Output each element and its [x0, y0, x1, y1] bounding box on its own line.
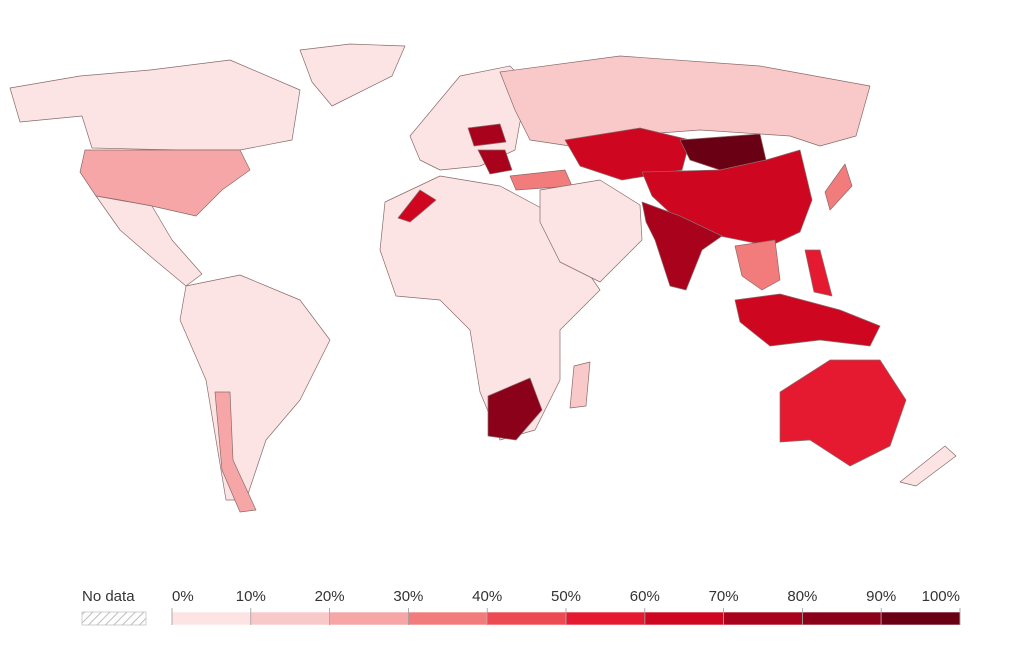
legend-swatch — [644, 611, 724, 626]
legend-swatch — [250, 611, 330, 626]
no-data-swatch — [81, 611, 147, 626]
legend-tick-label: 70% — [709, 588, 739, 605]
country — [299, 43, 406, 107]
legend-tick-label: 90% — [866, 588, 896, 605]
legend-swatch — [408, 611, 488, 626]
country — [214, 391, 257, 513]
legend: 0% 10% 20% 30% 40% 50% 60% 70% 80% 90% 100% — [171, 588, 961, 626]
legend-swatch — [723, 611, 803, 626]
legend-swatch — [565, 611, 646, 626]
country — [179, 274, 331, 501]
country — [824, 163, 853, 211]
legend-tick-label: 60% — [630, 588, 660, 605]
country — [564, 127, 691, 181]
legend-tick-label: 80% — [787, 588, 817, 605]
country — [569, 361, 591, 409]
country — [95, 195, 203, 287]
legend-swatch — [171, 611, 252, 626]
legend-tick-label: 100% — [922, 588, 960, 605]
country — [734, 293, 881, 347]
legend-tick-label: 50% — [551, 588, 581, 605]
country — [79, 149, 251, 217]
country — [379, 175, 601, 441]
legend-swatch — [880, 611, 961, 626]
legend-tick-label: 10% — [236, 588, 266, 605]
country — [779, 359, 907, 467]
legend-swatch — [329, 611, 409, 626]
legend-swatch — [802, 611, 882, 626]
legend-swatch — [486, 611, 567, 626]
legend-tick-label: 0% — [172, 588, 194, 605]
legend-tick-label: 40% — [472, 588, 502, 605]
country — [9, 59, 301, 151]
no-data-label: No data — [82, 588, 135, 605]
country — [734, 239, 781, 291]
country — [487, 377, 543, 441]
country — [539, 179, 643, 283]
country — [499, 55, 871, 147]
country — [804, 249, 833, 297]
country — [409, 65, 541, 171]
country — [467, 123, 507, 147]
country — [397, 189, 437, 223]
country — [477, 149, 513, 175]
country — [641, 201, 723, 291]
legend-tick-label: 30% — [393, 588, 423, 605]
legend-tick-label: 20% — [315, 588, 345, 605]
country — [899, 445, 957, 487]
countries — [9, 43, 957, 513]
